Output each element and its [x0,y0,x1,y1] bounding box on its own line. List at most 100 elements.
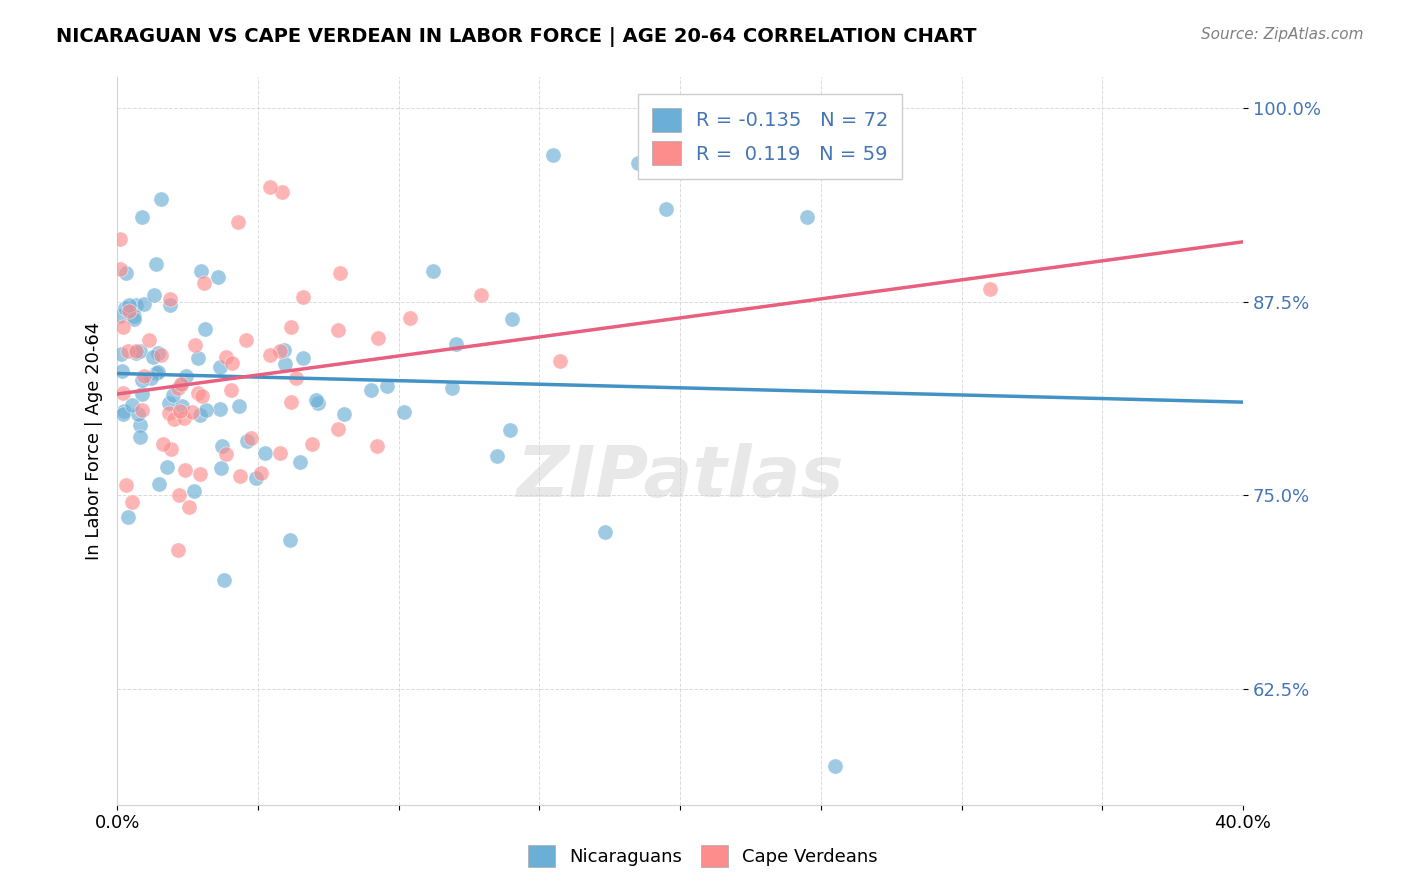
Point [332,407,354,421]
Point [167,542,190,557]
Point [655,202,678,216]
Point [229,468,252,483]
Point [329,266,352,280]
Point [166,381,188,395]
Point [125,298,148,312]
Point [292,351,315,365]
Point [114,301,136,316]
Point [367,331,389,345]
Text: NICARAGUAN VS CAPE VERDEAN IN LABOR FORCE | AGE 20-64 CORRELATION CHART: NICARAGUAN VS CAPE VERDEAN IN LABOR FORC… [56,27,977,46]
Point [122,310,145,324]
Legend: Nicaraguans, Cape Verdeans: Nicaraguans, Cape Verdeans [522,838,884,874]
Point [187,385,209,400]
Point [271,185,294,199]
Point [288,455,311,469]
Point [159,293,181,307]
Point [163,411,186,425]
Point [209,461,232,475]
Point [226,215,249,229]
Point [145,366,167,380]
Point [111,385,134,400]
Y-axis label: In Labor Force | Age 20-64: In Labor Force | Age 20-64 [86,322,103,560]
Point [824,759,846,773]
Point [131,387,153,401]
Point [143,288,166,302]
Point [125,345,148,359]
Point [121,399,143,413]
Text: Source: ZipAtlas.com: Source: ZipAtlas.com [1201,27,1364,42]
Point [245,471,267,485]
Point [239,431,262,445]
Point [188,408,211,422]
Point [169,403,191,417]
Point [150,192,173,206]
Point [280,319,302,334]
Point [152,437,174,451]
Point [190,264,212,278]
Point [174,368,197,383]
Point [269,446,291,460]
Point [236,434,259,448]
Point [173,411,195,425]
Point [129,429,152,443]
Point [173,463,195,477]
Point [285,371,308,385]
Point [167,487,190,501]
Point [548,354,571,368]
Point [148,476,170,491]
Point [111,407,134,421]
Point [121,495,143,509]
Point [159,298,181,312]
Point [207,270,229,285]
Point [212,573,235,587]
Point [979,282,1001,296]
Point [543,148,565,162]
Point [150,348,173,362]
Point [118,304,141,318]
Point [177,500,200,515]
Point [208,360,231,375]
Point [627,155,650,169]
Point [273,343,295,358]
Point [214,350,236,364]
Point [127,407,149,421]
Point [187,351,209,365]
Point [115,266,138,280]
Point [307,395,329,409]
Point [157,406,180,420]
Point [132,368,155,383]
Point [115,478,138,492]
Point [269,343,291,358]
Point [190,389,212,403]
Text: ZIPatlas: ZIPatlas [516,443,844,512]
Point [124,311,146,326]
Point [259,348,281,362]
Point [131,373,153,387]
Point [108,309,131,323]
Point [796,210,818,224]
Point [139,371,162,385]
Point [249,466,271,480]
Legend: R = -0.135   N = 72, R =  0.119   N = 59: R = -0.135 N = 72, R = 0.119 N = 59 [638,95,903,178]
Point [132,297,155,311]
Point [228,399,250,413]
Point [108,232,131,246]
Point [162,388,184,402]
Point [593,525,616,540]
Point [188,467,211,482]
Point [172,400,194,414]
Point [235,333,257,347]
Point [501,312,523,326]
Point [280,395,302,409]
Point [157,395,180,409]
Point [292,290,315,304]
Point [360,384,382,398]
Point [112,320,135,334]
Point [183,338,205,352]
Point [146,346,169,360]
Point [470,287,492,301]
Point [211,439,233,453]
Point [399,310,422,325]
Point [366,439,388,453]
Point [326,323,349,337]
